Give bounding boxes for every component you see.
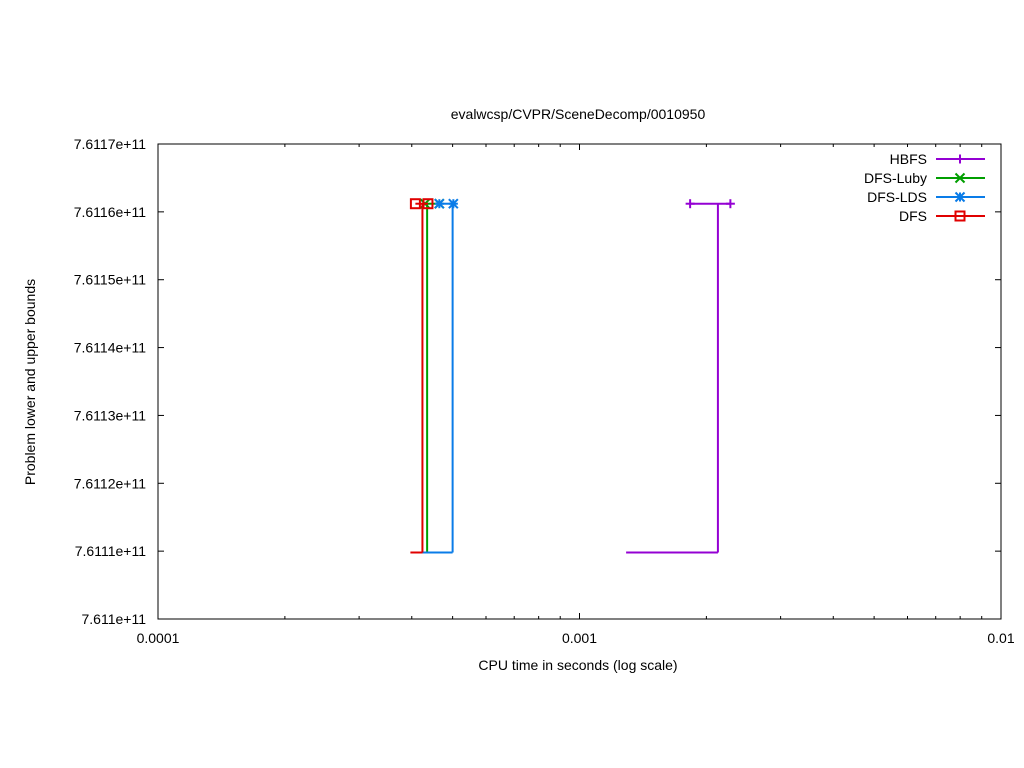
y-axis-label: Problem lower and upper bounds (22, 279, 38, 485)
series-layer (409, 198, 735, 554)
y-tick-label: 7.6114e+11 (74, 340, 146, 356)
x-axis-label: CPU time in seconds (log scale) (478, 657, 677, 673)
series-dfs-lds-point-stroke (434, 198, 445, 209)
y-tick-label: 7.6111e+11 (75, 543, 146, 559)
legend-marker-dfs-luby-stroke (954, 172, 966, 184)
legend-label-dfs: DFS (899, 208, 927, 224)
legend-label-dfs-luby: DFS-Luby (864, 170, 927, 186)
legend-label-dfs-lds: DFS-LDS (867, 189, 927, 205)
axes-layer: 7.611e+11 7.6111e+11 7.6112e+11 7.6113e+11 7… (74, 136, 1015, 646)
series-hbfs-point (725, 199, 735, 209)
x-tick-label: 0.0001 (137, 630, 180, 646)
legend-marker-hbfs (955, 154, 965, 164)
series-dfs-point (409, 198, 421, 210)
y-tick-label: 7.6112e+11 (74, 475, 146, 491)
legend-marker-dfs-stroke (954, 210, 966, 222)
chart-title: evalwcsp/CVPR/SceneDecomp/0010950 (451, 106, 706, 122)
y-tick-label: 7.6116e+11 (74, 204, 146, 220)
plot-frame (157, 143, 1002, 620)
x-tick-label: 0.001 (562, 630, 597, 646)
series-dfs (409, 198, 434, 554)
series-dfs-lds-point (434, 198, 445, 209)
y-tick-label: 7.6115e+11 (74, 272, 146, 288)
y-tick-label: 7.6117e+11 (74, 136, 146, 152)
legend-marker-dfs (954, 210, 966, 222)
series-dfs-point-stroke (422, 198, 434, 210)
series-dfs-lds-point (448, 198, 459, 209)
y-tick-label: 7.6113e+11 (74, 407, 146, 423)
x-tick-label: 0.01 (987, 630, 1014, 646)
series-dfs-luby (419, 198, 445, 554)
legend-marker-dfs-luby (954, 172, 966, 184)
series-hbfs-point (685, 199, 695, 209)
legend-marker-dfs-lds (954, 191, 966, 203)
series-hbfs (626, 199, 735, 554)
series-dfs-lds (420, 198, 459, 554)
series-dfs-lds-point-stroke (448, 198, 459, 209)
y-tick-label: 7.611e+11 (82, 611, 147, 627)
legend-marker-dfs-lds-stroke (954, 191, 966, 203)
series-dfs-point-stroke (409, 198, 421, 210)
legend-label-hbfs: HBFS (890, 151, 927, 167)
legend: HBFS DFS-Luby DFS-LDS DFS (864, 151, 985, 224)
series-dfs-point (422, 198, 434, 210)
